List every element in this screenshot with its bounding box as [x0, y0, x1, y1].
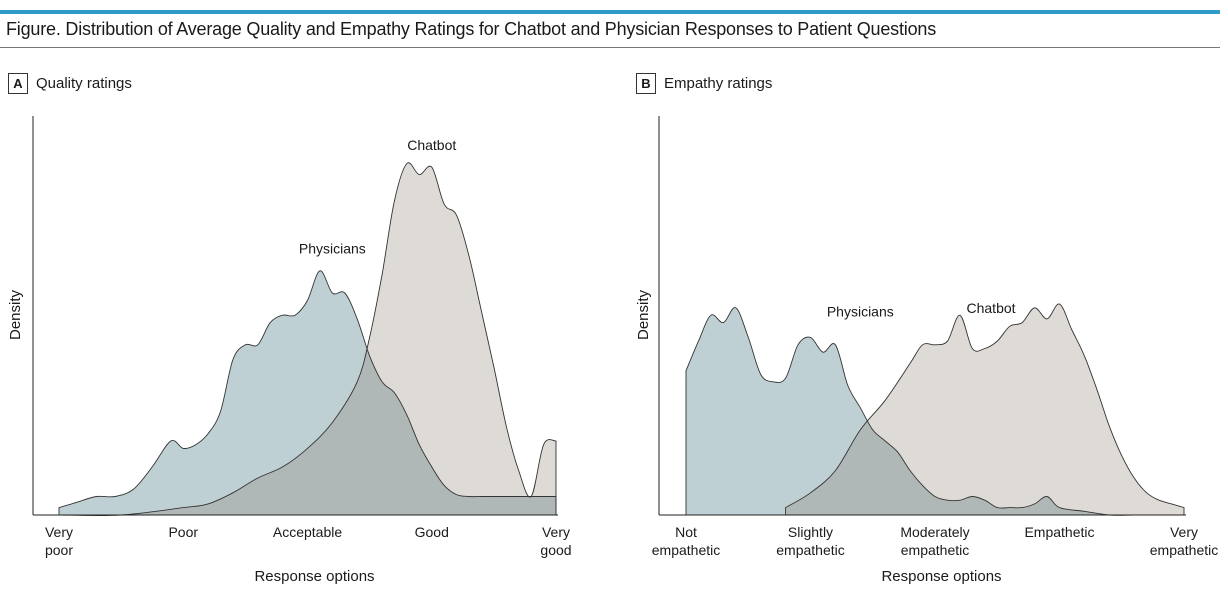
- panel-b-letter: B: [636, 73, 656, 94]
- x-tick-label: Very poor: [45, 524, 73, 558]
- y-axis-label: Density: [635, 289, 652, 340]
- x-tick-label: Very empathetic: [1150, 524, 1218, 558]
- panel-a-title: Quality ratings: [36, 75, 132, 92]
- panel-b-header: B Empathy ratings: [636, 72, 772, 95]
- x-axis-label: Response options: [881, 568, 1001, 585]
- accent-bar: [0, 10, 1220, 14]
- figure-title: Figure. Distribution of Average Quality …: [6, 19, 936, 39]
- physicians-density-line: [58, 270, 557, 515]
- x-tick-label: Not empathetic: [652, 524, 720, 558]
- chart-panel-a: Physicians Chatbot Very poor Poor Acceptable G…: [7, 116, 572, 585]
- series-label-chatbot: Chatbot: [407, 137, 456, 153]
- x-tick-label: Empathetic: [1024, 524, 1094, 540]
- chart-panel-b: Physicians Chatbot Not empathetic Slightly em…: [635, 116, 1218, 585]
- panel-a-letter: A: [8, 73, 28, 94]
- x-tick-label: Very good: [540, 524, 571, 558]
- series-label-physicians: Physicians: [299, 241, 366, 257]
- x-tick-label: Good: [415, 524, 449, 540]
- chatbot-density-line: [58, 162, 557, 516]
- panel-b-title: Empathy ratings: [664, 75, 773, 92]
- y-axis-label: Density: [7, 289, 24, 340]
- title-rule: [0, 47, 1220, 48]
- physicians-density-line: [685, 307, 1184, 516]
- x-tick-label: Moderately empathetic: [900, 524, 969, 558]
- series-label-chatbot: Chatbot: [967, 300, 1016, 316]
- physicians-density-area: [686, 307, 1184, 516]
- chatbot-density-line: [785, 303, 1185, 515]
- x-tick-label: Poor: [168, 524, 198, 540]
- chatbot-density-area: [59, 162, 556, 516]
- x-axis-label: Response options: [254, 568, 374, 585]
- panel-a-header: A Quality ratings: [8, 72, 132, 95]
- series-label-physicians: Physicians: [827, 304, 894, 320]
- x-tick-label: Acceptable: [273, 524, 342, 540]
- x-tick-label: Slightly empathetic: [776, 524, 844, 558]
- physicians-density-area: [59, 270, 556, 515]
